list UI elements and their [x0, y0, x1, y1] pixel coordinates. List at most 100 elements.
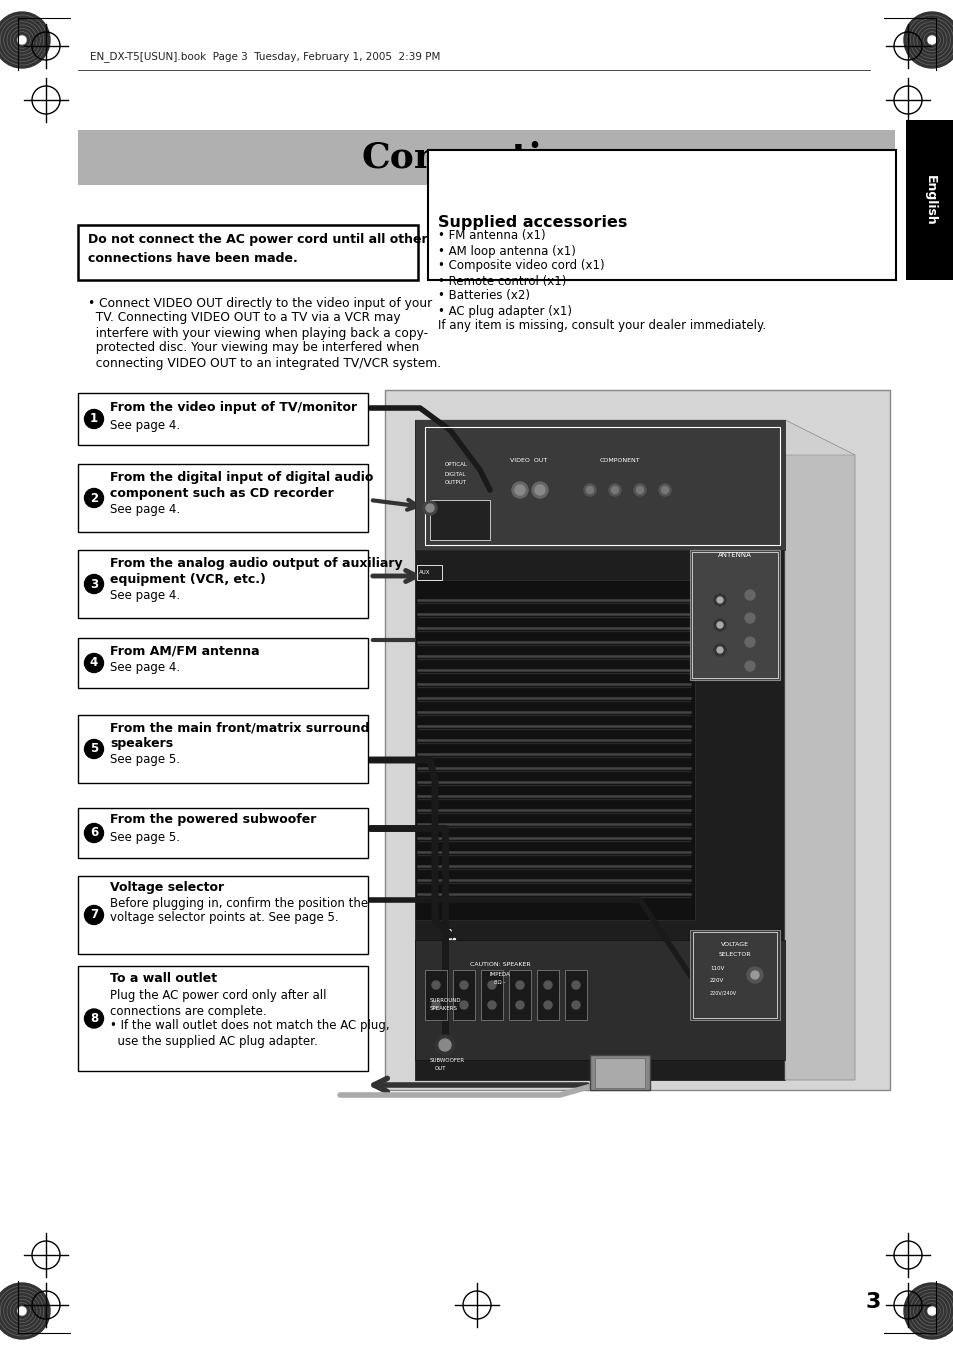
Circle shape [717, 647, 722, 653]
Text: 1: 1 [90, 412, 98, 426]
Text: COMPONENT: COMPONENT [599, 458, 640, 462]
Circle shape [488, 981, 496, 989]
Circle shape [18, 36, 26, 45]
Text: OUTPUT: OUTPUT [444, 481, 467, 485]
Bar [78, 226, 417, 280]
Text: 2: 2 [90, 492, 98, 504]
Text: • If the wall outlet does not match the AC plug,: • If the wall outlet does not match the … [110, 1020, 389, 1032]
Circle shape [512, 482, 527, 499]
Text: From the powered subwoofer: From the powered subwoofer [110, 813, 316, 827]
Text: • Remote control (x1): • Remote control (x1) [437, 274, 566, 288]
Circle shape [432, 1001, 439, 1009]
Circle shape [85, 654, 103, 673]
Bar [78, 463, 368, 532]
Text: • Connect VIDEO OUT directly to the video input of your: • Connect VIDEO OUT directly to the vide… [88, 296, 432, 309]
Text: 7: 7 [90, 908, 98, 921]
Circle shape [903, 1283, 953, 1339]
Circle shape [516, 981, 523, 989]
Circle shape [717, 621, 722, 628]
Text: 6: 6 [90, 827, 98, 839]
Circle shape [586, 486, 593, 493]
Text: Plug the AC power cord only after all: Plug the AC power cord only after all [110, 989, 326, 1002]
Text: AUX: AUX [418, 570, 430, 574]
Circle shape [583, 484, 596, 496]
Bar [428, 150, 895, 280]
Circle shape [572, 1001, 579, 1009]
Text: English: English [923, 174, 936, 226]
Text: VIDEO  OUT: VIDEO OUT [510, 458, 547, 462]
Bar [537, 970, 558, 1020]
Bar [689, 550, 780, 680]
Polygon shape [415, 420, 854, 455]
Circle shape [432, 981, 439, 989]
Text: 220V: 220V [709, 978, 723, 982]
Text: component such as CD recorder: component such as CD recorder [110, 486, 334, 500]
Text: Do not connect the AC power cord until all other: Do not connect the AC power cord until a… [88, 234, 427, 246]
Bar [905, 120, 953, 280]
Bar [692, 932, 776, 1019]
Bar [78, 808, 368, 858]
Text: 4: 4 [90, 657, 98, 670]
Text: From the digital input of digital audio: From the digital input of digital audio [110, 470, 373, 484]
Circle shape [85, 1009, 103, 1028]
Bar [589, 1055, 649, 1090]
Bar [78, 130, 894, 185]
Bar [416, 565, 441, 580]
Text: TV. Connecting VIDEO OUT to a TV via a VCR may: TV. Connecting VIDEO OUT to a TV via a V… [88, 312, 400, 324]
Text: • Batteries (x2): • Batteries (x2) [437, 289, 530, 303]
Circle shape [744, 661, 754, 671]
Circle shape [18, 1306, 26, 1315]
Text: speakers: speakers [110, 738, 172, 751]
Circle shape [611, 486, 618, 493]
Circle shape [713, 594, 725, 607]
Bar [415, 940, 784, 1061]
Text: 220V/240V: 220V/240V [709, 990, 737, 996]
Bar [78, 875, 368, 954]
Circle shape [515, 485, 524, 494]
Text: Supplied accessories: Supplied accessories [437, 215, 627, 230]
Bar [430, 500, 490, 540]
Text: • AC plug adapter (x1): • AC plug adapter (x1) [437, 304, 572, 317]
Circle shape [608, 484, 620, 496]
Text: • Composite video cord (x1): • Composite video cord (x1) [437, 259, 604, 273]
Circle shape [543, 1001, 552, 1009]
Circle shape [634, 484, 645, 496]
Circle shape [927, 1306, 935, 1315]
Bar [78, 550, 368, 617]
Text: DIGITAL: DIGITAL [444, 471, 466, 477]
Text: 3: 3 [90, 577, 98, 590]
Text: connections have been made.: connections have been made. [88, 251, 297, 265]
Text: See page 5.: See page 5. [110, 831, 180, 843]
Circle shape [636, 486, 643, 493]
Bar [424, 970, 447, 1020]
Bar [509, 970, 531, 1020]
Text: equipment (VCR, etc.): equipment (VCR, etc.) [110, 573, 266, 585]
Text: See page 4.: See page 4. [110, 419, 180, 431]
Circle shape [659, 484, 670, 496]
Text: See page 4.: See page 4. [110, 589, 180, 601]
Circle shape [85, 824, 103, 843]
Circle shape [660, 486, 668, 493]
Circle shape [543, 981, 552, 989]
Circle shape [750, 971, 759, 979]
Circle shape [85, 739, 103, 758]
Circle shape [744, 638, 754, 647]
Text: 110V: 110V [709, 966, 723, 970]
Circle shape [717, 597, 722, 603]
Circle shape [435, 1035, 455, 1055]
Text: OUT: OUT [435, 1066, 446, 1070]
Text: 8Ω -: 8Ω - [494, 981, 505, 985]
Text: use the supplied AC plug adapter.: use the supplied AC plug adapter. [110, 1035, 317, 1047]
Text: • FM antenna (x1): • FM antenna (x1) [437, 230, 545, 242]
Circle shape [744, 590, 754, 600]
Bar [78, 638, 368, 688]
Text: From the video input of TV/monitor: From the video input of TV/monitor [110, 401, 356, 415]
Bar [415, 580, 695, 920]
Text: From the main front/matrix surround: From the main front/matrix surround [110, 721, 369, 735]
Bar [453, 970, 475, 1020]
Circle shape [85, 409, 103, 428]
Text: SELECTOR: SELECTOR [718, 951, 751, 957]
Text: To a wall outlet: To a wall outlet [110, 973, 217, 985]
Circle shape [516, 1001, 523, 1009]
Text: See page 4.: See page 4. [110, 662, 180, 674]
